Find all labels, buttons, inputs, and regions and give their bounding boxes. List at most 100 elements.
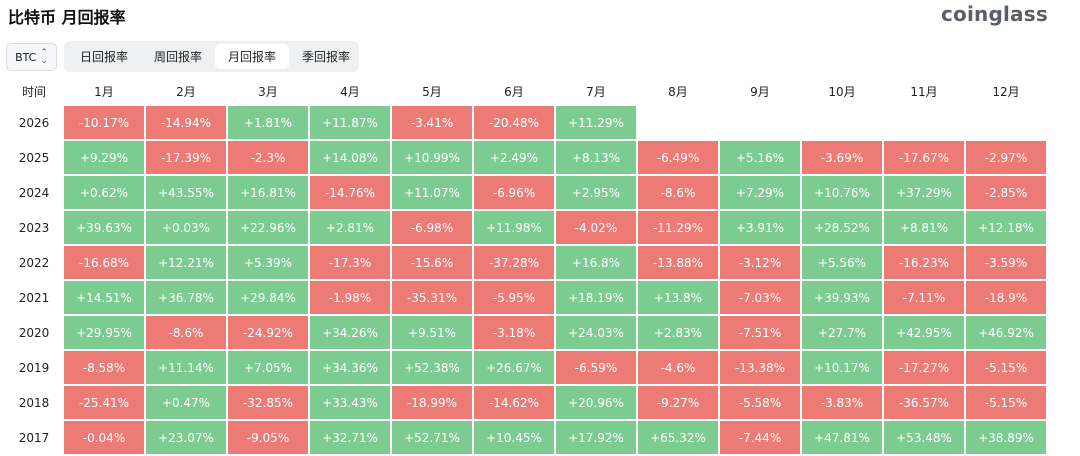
return-cell: +43.55%	[146, 176, 226, 209]
return-cell: +16.8%	[556, 246, 636, 279]
return-cell: -8.6%	[146, 316, 226, 349]
return-cell	[720, 106, 800, 139]
return-cell: -35.31%	[392, 281, 472, 314]
return-cell: +42.95%	[884, 316, 964, 349]
column-header-month: 12月	[992, 84, 1020, 99]
tab-weekly-return[interactable]: 周回报率	[154, 50, 203, 64]
return-cell: -5.15%	[966, 386, 1046, 419]
year-cell: 2023	[18, 220, 50, 235]
return-cell: +17.92%	[556, 421, 636, 454]
return-cell: +10.99%	[392, 141, 472, 174]
return-cell: -2.97%	[966, 141, 1046, 174]
column-header-month: 1月	[94, 84, 114, 99]
year-cell: 2022	[18, 255, 50, 270]
return-cell: -3.12%	[720, 246, 800, 279]
return-cell: -16.68%	[64, 246, 144, 279]
table-row: 2018 -25.41% +0.47% -32.85% +33.43% -18.99% -1…	[6, 386, 1046, 419]
return-cell: -20.48%	[474, 106, 554, 139]
return-cell: +9.51%	[392, 316, 472, 349]
table-row: 2017 -0.04% +23.07% -9.05% +32.71% +52.71% +10…	[6, 421, 1046, 454]
return-cell: -5.15%	[966, 351, 1046, 384]
chevron-up-down-icon: ⌃ ⌄	[40, 48, 48, 66]
tab-monthly-return[interactable]: 月回报率	[215, 44, 290, 69]
return-cell: +13.8%	[638, 281, 718, 314]
return-cell: +24.03%	[556, 316, 636, 349]
table-row: 2025 +9.29% -17.39% -2.3% +14.08% +10.99% +2.4…	[6, 141, 1046, 174]
return-cell: +46.92%	[966, 316, 1046, 349]
return-cell: -24.92%	[228, 316, 308, 349]
table-row: 2023 +39.63% +0.03% +22.96% +2.81% -6.98% +11.…	[6, 211, 1046, 244]
period-tabs: 日回报率 周回报率 月回报率 季回报率	[64, 41, 359, 72]
return-cell: +38.89%	[966, 421, 1046, 454]
table-row: 2026 -10.17% -14.94% +1.81% +11.87% -3.41% -20…	[6, 106, 1046, 139]
return-cell: -0.04%	[64, 421, 144, 454]
return-cell: +11.29%	[556, 106, 636, 139]
return-cell: +29.84%	[228, 281, 308, 314]
return-cell: +10.76%	[802, 176, 882, 209]
return-cell: -36.57%	[884, 386, 964, 419]
tab-daily-return[interactable]: 日回报率	[80, 50, 129, 64]
return-cell: -6.98%	[392, 211, 472, 244]
return-cell: +34.36%	[310, 351, 390, 384]
return-cell: -9.05%	[228, 421, 308, 454]
table-row: 2020 +29.95% -8.6% -24.92% +34.26% +9.51% -3.1…	[6, 316, 1046, 349]
year-cell: 2017	[18, 430, 50, 445]
return-cell: -13.38%	[720, 351, 800, 384]
return-cell: -37.28%	[474, 246, 554, 279]
return-cell: -14.94%	[146, 106, 226, 139]
return-cell: -16.23%	[884, 246, 964, 279]
return-cell: +32.71%	[310, 421, 390, 454]
return-cell: +8.13%	[556, 141, 636, 174]
return-cell: +0.62%	[64, 176, 144, 209]
column-header-month: 4月	[340, 84, 360, 99]
return-cell: -18.9%	[966, 281, 1046, 314]
return-cell: -3.41%	[392, 106, 472, 139]
return-cell: +7.05%	[228, 351, 308, 384]
return-cell: -3.83%	[802, 386, 882, 419]
year-cell: 2021	[18, 290, 50, 305]
return-cell: +52.38%	[392, 351, 472, 384]
return-cell: +29.95%	[64, 316, 144, 349]
return-cell: -15.6%	[392, 246, 472, 279]
year-cell: 2024	[18, 185, 50, 200]
return-cell: -14.76%	[310, 176, 390, 209]
year-cell: 2026	[18, 115, 50, 130]
asset-select-value: BTC	[15, 50, 37, 64]
return-cell: -7.44%	[720, 421, 800, 454]
return-cell: -9.27%	[638, 386, 718, 419]
asset-select[interactable]: BTC ⌃ ⌄	[6, 43, 57, 71]
return-cell: -2.85%	[966, 176, 1046, 209]
return-cell: +5.56%	[802, 246, 882, 279]
return-cell	[884, 106, 964, 139]
return-cell: +14.51%	[64, 281, 144, 314]
return-cell: +18.19%	[556, 281, 636, 314]
return-cell: +11.98%	[474, 211, 554, 244]
return-cell: +9.29%	[64, 141, 144, 174]
return-cell: +11.14%	[146, 351, 226, 384]
return-cell: +28.52%	[802, 211, 882, 244]
return-cell: -8.58%	[64, 351, 144, 384]
return-cell: -7.03%	[720, 281, 800, 314]
tab-quarterly-return[interactable]: 季回报率	[302, 50, 351, 64]
return-cell: -10.17%	[64, 106, 144, 139]
table-header-row: 时间 1月 2月 3月 4月 5月 6月 7月 8月 9月 10月 11月 12…	[6, 78, 1046, 104]
column-header-month: 2月	[176, 84, 196, 99]
return-cell: +53.48%	[884, 421, 964, 454]
column-header-month: 8月	[668, 84, 688, 99]
return-cell: -3.69%	[802, 141, 882, 174]
column-header-month: 6月	[504, 84, 524, 99]
table-row: 2024 +0.62% +43.55% +16.81% -14.76% +11.07% -6…	[6, 176, 1046, 209]
return-cell: +37.29%	[884, 176, 964, 209]
return-cell: -5.58%	[720, 386, 800, 419]
return-cell: +7.29%	[720, 176, 800, 209]
return-cell: +52.71%	[392, 421, 472, 454]
return-cell: +12.21%	[146, 246, 226, 279]
return-cell: -8.6%	[638, 176, 718, 209]
return-cell: +33.43%	[310, 386, 390, 419]
return-cell: +20.96%	[556, 386, 636, 419]
return-cell: +14.08%	[310, 141, 390, 174]
return-cell: +3.91%	[720, 211, 800, 244]
return-cell	[966, 106, 1046, 139]
return-cell: +27.7%	[802, 316, 882, 349]
return-cell: +0.47%	[146, 386, 226, 419]
